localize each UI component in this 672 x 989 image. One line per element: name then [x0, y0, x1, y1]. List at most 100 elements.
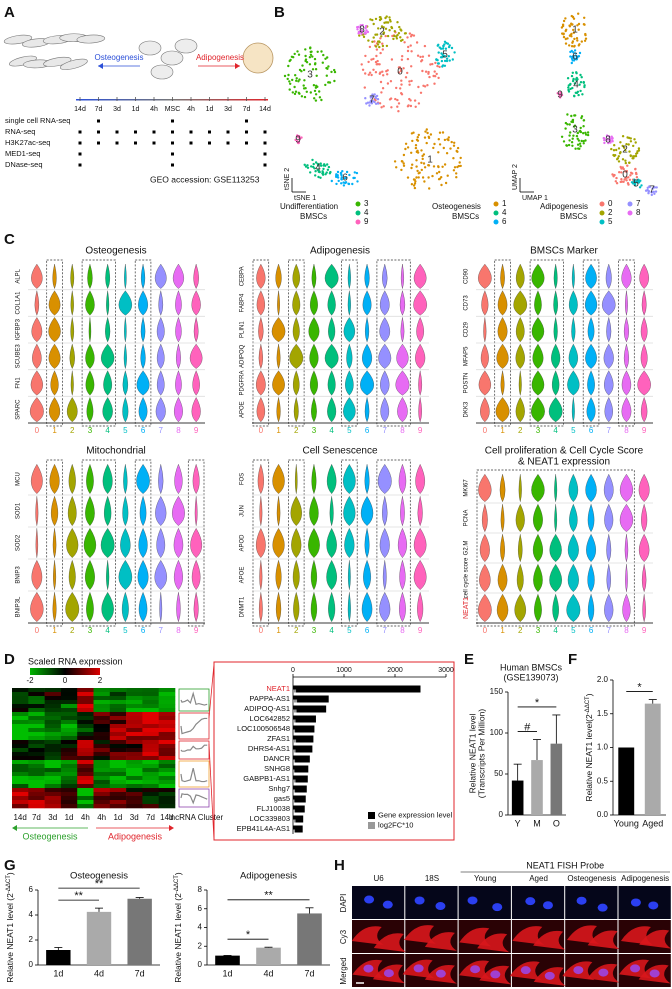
heatmap-x-label: 14d: [13, 813, 26, 822]
violin: [156, 317, 165, 343]
cell-point: [562, 140, 566, 143]
violin: [295, 464, 298, 494]
cell-point: [441, 47, 445, 50]
cluster-box: [476, 469, 635, 627]
violin: [531, 263, 545, 289]
heatmap-cell: [28, 792, 45, 797]
cluster-box: [187, 459, 205, 627]
violin: [259, 496, 263, 526]
cell-point: [313, 89, 317, 93]
cytoplasm: [404, 925, 437, 944]
cell-point: [374, 71, 378, 74]
cell-point: [368, 101, 372, 104]
violin: [479, 533, 490, 563]
heatmap-cell: [109, 696, 127, 701]
cell-point: [573, 82, 577, 85]
cell-point: [400, 58, 404, 61]
cell-point: [374, 60, 378, 64]
cell-point: [634, 171, 638, 175]
cell-point: [402, 67, 405, 70]
y-axis-label-part: Relative NEAT1 level (2: [173, 893, 183, 983]
heatmap-cell: [60, 748, 78, 753]
heatmap-cell: [142, 792, 159, 797]
violin: [293, 591, 300, 623]
cell-point: [654, 190, 658, 193]
violin: [587, 563, 595, 593]
violin: [31, 559, 43, 590]
violin: [571, 264, 575, 290]
cell-point: [459, 156, 462, 160]
violin: [176, 592, 181, 623]
cell-point: [632, 155, 635, 158]
cell-point: [453, 141, 456, 144]
violin: [193, 263, 199, 289]
panel-label: G: [4, 857, 16, 874]
heatmap-cell: [12, 732, 29, 737]
cell-point: [341, 170, 344, 173]
category-label: DANCR: [263, 754, 290, 763]
cell-point: [573, 44, 576, 48]
category-label: SNHG8: [264, 764, 290, 773]
violin: [379, 591, 391, 622]
cell-point: [319, 162, 322, 165]
cytoplasm: [424, 932, 457, 951]
cell-point: [359, 30, 362, 33]
cell-point: [310, 50, 313, 53]
heatmap-cell: [158, 720, 176, 725]
assay-label: single cell RNA-seq: [5, 116, 70, 125]
cell-point: [452, 169, 456, 172]
assay-dot: [152, 141, 156, 145]
cell-point: [569, 50, 572, 54]
violin: [48, 343, 61, 369]
cell-point: [415, 150, 418, 154]
cell-point: [385, 44, 389, 48]
violin: [415, 463, 425, 494]
violin: [123, 344, 127, 370]
cell-point: [326, 163, 329, 166]
heatmap-cell: [44, 740, 62, 745]
violin: [343, 397, 356, 423]
cell-point: [612, 149, 616, 152]
violin: [399, 290, 406, 316]
cell-point: [565, 144, 568, 147]
cell-point: [617, 155, 620, 158]
y-axis-label-part: ): [173, 872, 183, 875]
panel-label: C: [4, 231, 15, 248]
heatmap-cell: [109, 788, 127, 793]
heatmap-cell: [44, 692, 62, 697]
cell-point: [440, 183, 443, 187]
violin: [587, 370, 595, 396]
cell-point: [398, 25, 401, 29]
violin: [551, 343, 561, 369]
cell-point: [402, 164, 406, 167]
cell-point: [564, 17, 567, 20]
cell-point: [584, 139, 587, 142]
cell-point: [392, 37, 395, 41]
cell-point: [449, 147, 452, 150]
cluster-tick: 0: [35, 426, 40, 435]
gene-label: BNIP3: [16, 566, 22, 584]
assay-dot: [97, 119, 100, 123]
cell-point: [453, 51, 456, 54]
cell-point: [376, 43, 380, 46]
heatmap-cell: [142, 728, 159, 733]
heatmap-cell: [77, 744, 94, 749]
violin: [605, 263, 612, 289]
cell-point: [314, 170, 317, 173]
cell-point: [620, 167, 623, 170]
cell-point: [603, 141, 606, 145]
nucleus: [435, 969, 446, 978]
cell-point: [634, 154, 638, 158]
violin: [566, 593, 581, 622]
panel-label: A: [4, 4, 15, 21]
timepoint-label: 3d: [224, 106, 232, 113]
heatmap-cell: [12, 800, 29, 805]
cell-point: [326, 56, 329, 59]
heatmap-cell: [12, 688, 29, 693]
cell-point: [440, 52, 443, 55]
bar: [550, 743, 563, 815]
cluster-tick: 6: [589, 426, 594, 435]
bar: [297, 913, 322, 965]
cell-point: [584, 131, 587, 134]
cell-point: [357, 32, 360, 35]
